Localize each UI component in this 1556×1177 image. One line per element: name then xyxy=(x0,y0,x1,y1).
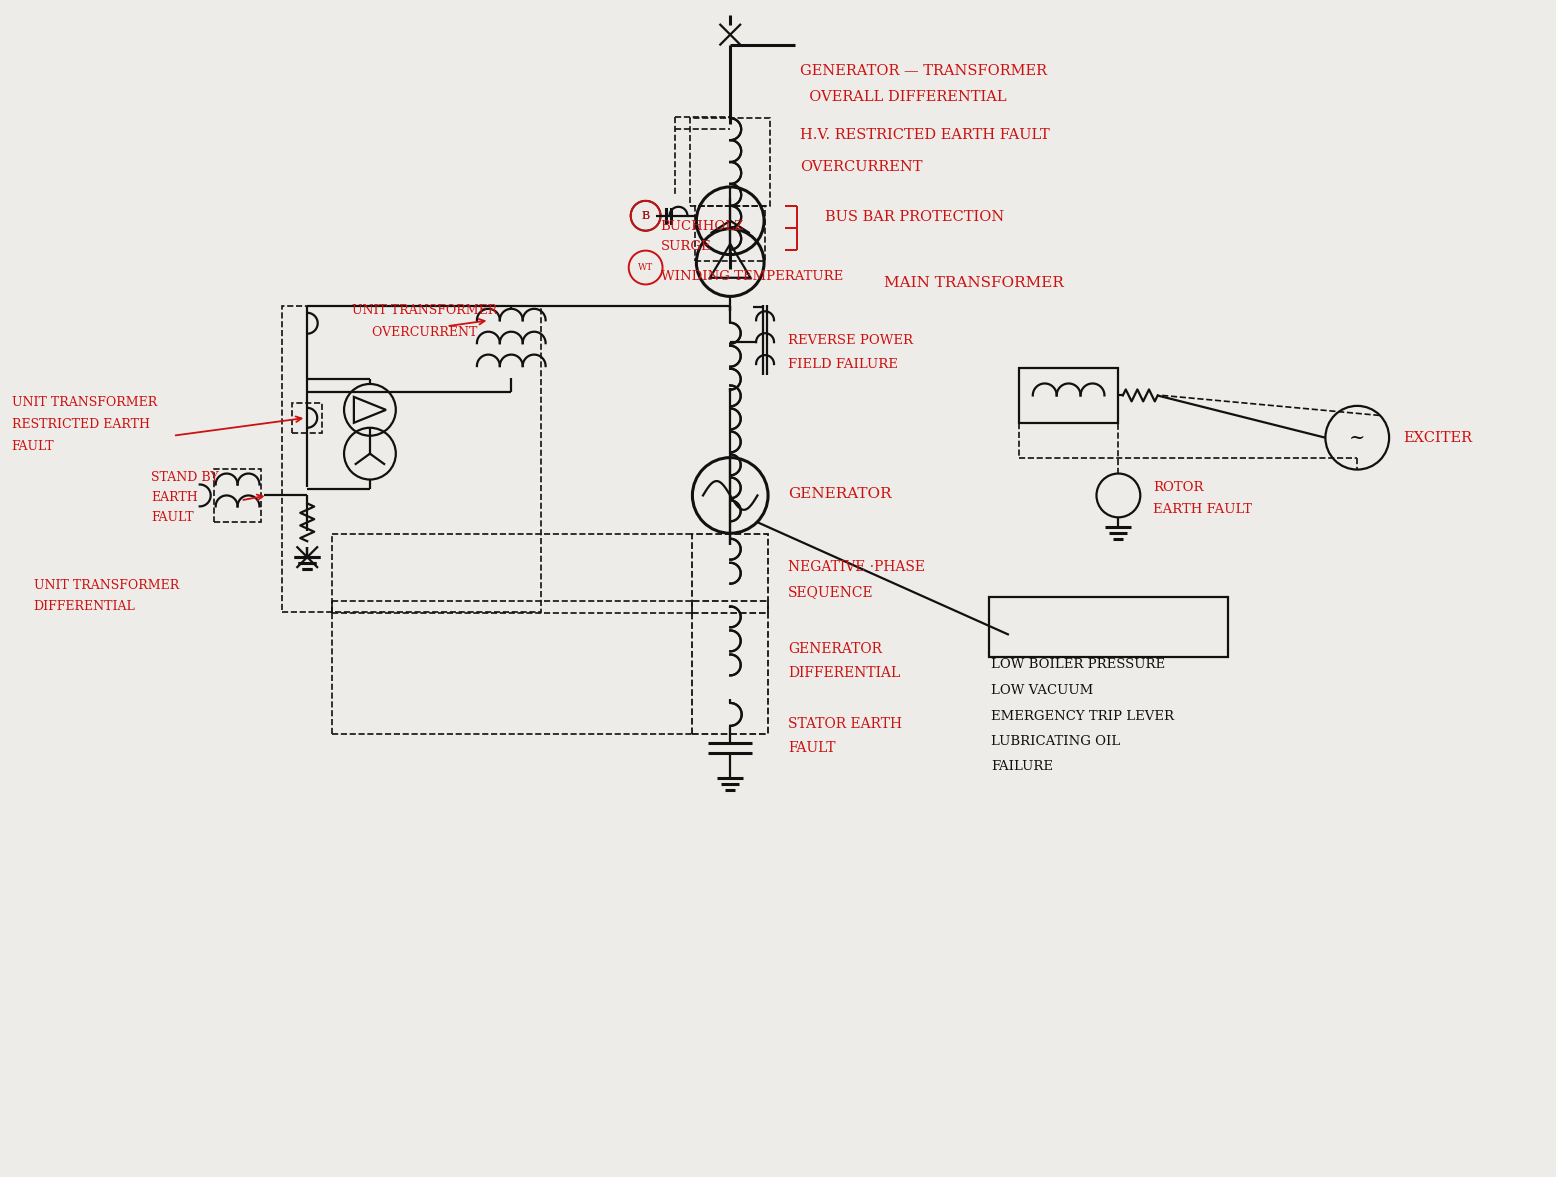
Text: EXCITER: EXCITER xyxy=(1404,431,1472,445)
Text: FAULT: FAULT xyxy=(151,511,193,524)
Text: MAIN TRANSFORMER: MAIN TRANSFORMER xyxy=(884,277,1064,291)
Text: WINDING TEMPERATURE: WINDING TEMPERATURE xyxy=(661,270,843,282)
Text: FAULT: FAULT xyxy=(787,742,836,756)
Text: SEQUENCE: SEQUENCE xyxy=(787,585,873,599)
Text: B: B xyxy=(641,211,650,221)
Text: OVERCURRENT: OVERCURRENT xyxy=(800,160,923,174)
Text: EARTH FAULT: EARTH FAULT xyxy=(1153,503,1253,516)
Bar xyxy=(282,306,541,612)
Text: NEGATIVE ·PHASE: NEGATIVE ·PHASE xyxy=(787,560,924,574)
Text: H.V. RESTRICTED EARTH FAULT: H.V. RESTRICTED EARTH FAULT xyxy=(800,128,1050,142)
Text: OVERCURRENT: OVERCURRENT xyxy=(352,326,478,339)
Bar xyxy=(213,468,261,523)
Text: GENERATOR: GENERATOR xyxy=(787,641,882,656)
Text: SURGE: SURGE xyxy=(661,240,711,253)
Text: UNIT TRANSFORMER: UNIT TRANSFORMER xyxy=(11,397,157,410)
Text: DIFFERENTIAL: DIFFERENTIAL xyxy=(787,666,901,679)
Text: REVERSE POWER: REVERSE POWER xyxy=(787,333,913,347)
Bar xyxy=(691,118,770,206)
Text: UNIT TRANSFORMER: UNIT TRANSFORMER xyxy=(34,579,179,592)
Text: BUS BAR PROTECTION: BUS BAR PROTECTION xyxy=(825,210,1004,224)
Text: EMERGENCY TRIP LEVER: EMERGENCY TRIP LEVER xyxy=(991,710,1173,723)
Text: WT: WT xyxy=(638,262,654,272)
Text: RESTRICTED EARTH: RESTRICTED EARTH xyxy=(11,418,149,431)
Text: ~: ~ xyxy=(1349,428,1366,447)
Bar xyxy=(293,403,322,433)
Text: BUCHHOLZ: BUCHHOLZ xyxy=(661,220,744,233)
Text: OVERALL DIFFERENTIAL: OVERALL DIFFERENTIAL xyxy=(800,91,1007,105)
Text: ROTOR: ROTOR xyxy=(1153,481,1204,494)
Text: GENERATOR: GENERATOR xyxy=(787,487,892,501)
Text: DIFFERENTIAL: DIFFERENTIAL xyxy=(34,600,135,613)
Text: FIELD FAILURE: FIELD FAILURE xyxy=(787,358,898,371)
Text: STATOR EARTH: STATOR EARTH xyxy=(787,717,902,731)
Bar xyxy=(696,206,766,260)
Text: B: B xyxy=(641,211,650,221)
Text: LOW BOILER PRESSURE: LOW BOILER PRESSURE xyxy=(991,658,1165,671)
Bar xyxy=(1019,368,1119,423)
Text: UNIT TRANSFORMER: UNIT TRANSFORMER xyxy=(352,304,498,317)
Bar xyxy=(692,533,769,613)
Text: LOW VACUUM: LOW VACUUM xyxy=(991,684,1094,697)
Text: GENERATOR — TRANSFORMER: GENERATOR — TRANSFORMER xyxy=(800,65,1047,79)
Text: FAULT: FAULT xyxy=(11,440,54,453)
Text: FAILURE: FAILURE xyxy=(991,759,1053,772)
Text: STAND BY: STAND BY xyxy=(151,471,218,484)
Text: EARTH: EARTH xyxy=(151,491,198,504)
Bar xyxy=(990,597,1228,657)
Bar xyxy=(692,601,769,733)
Text: LUBRICATING OIL: LUBRICATING OIL xyxy=(991,734,1120,747)
